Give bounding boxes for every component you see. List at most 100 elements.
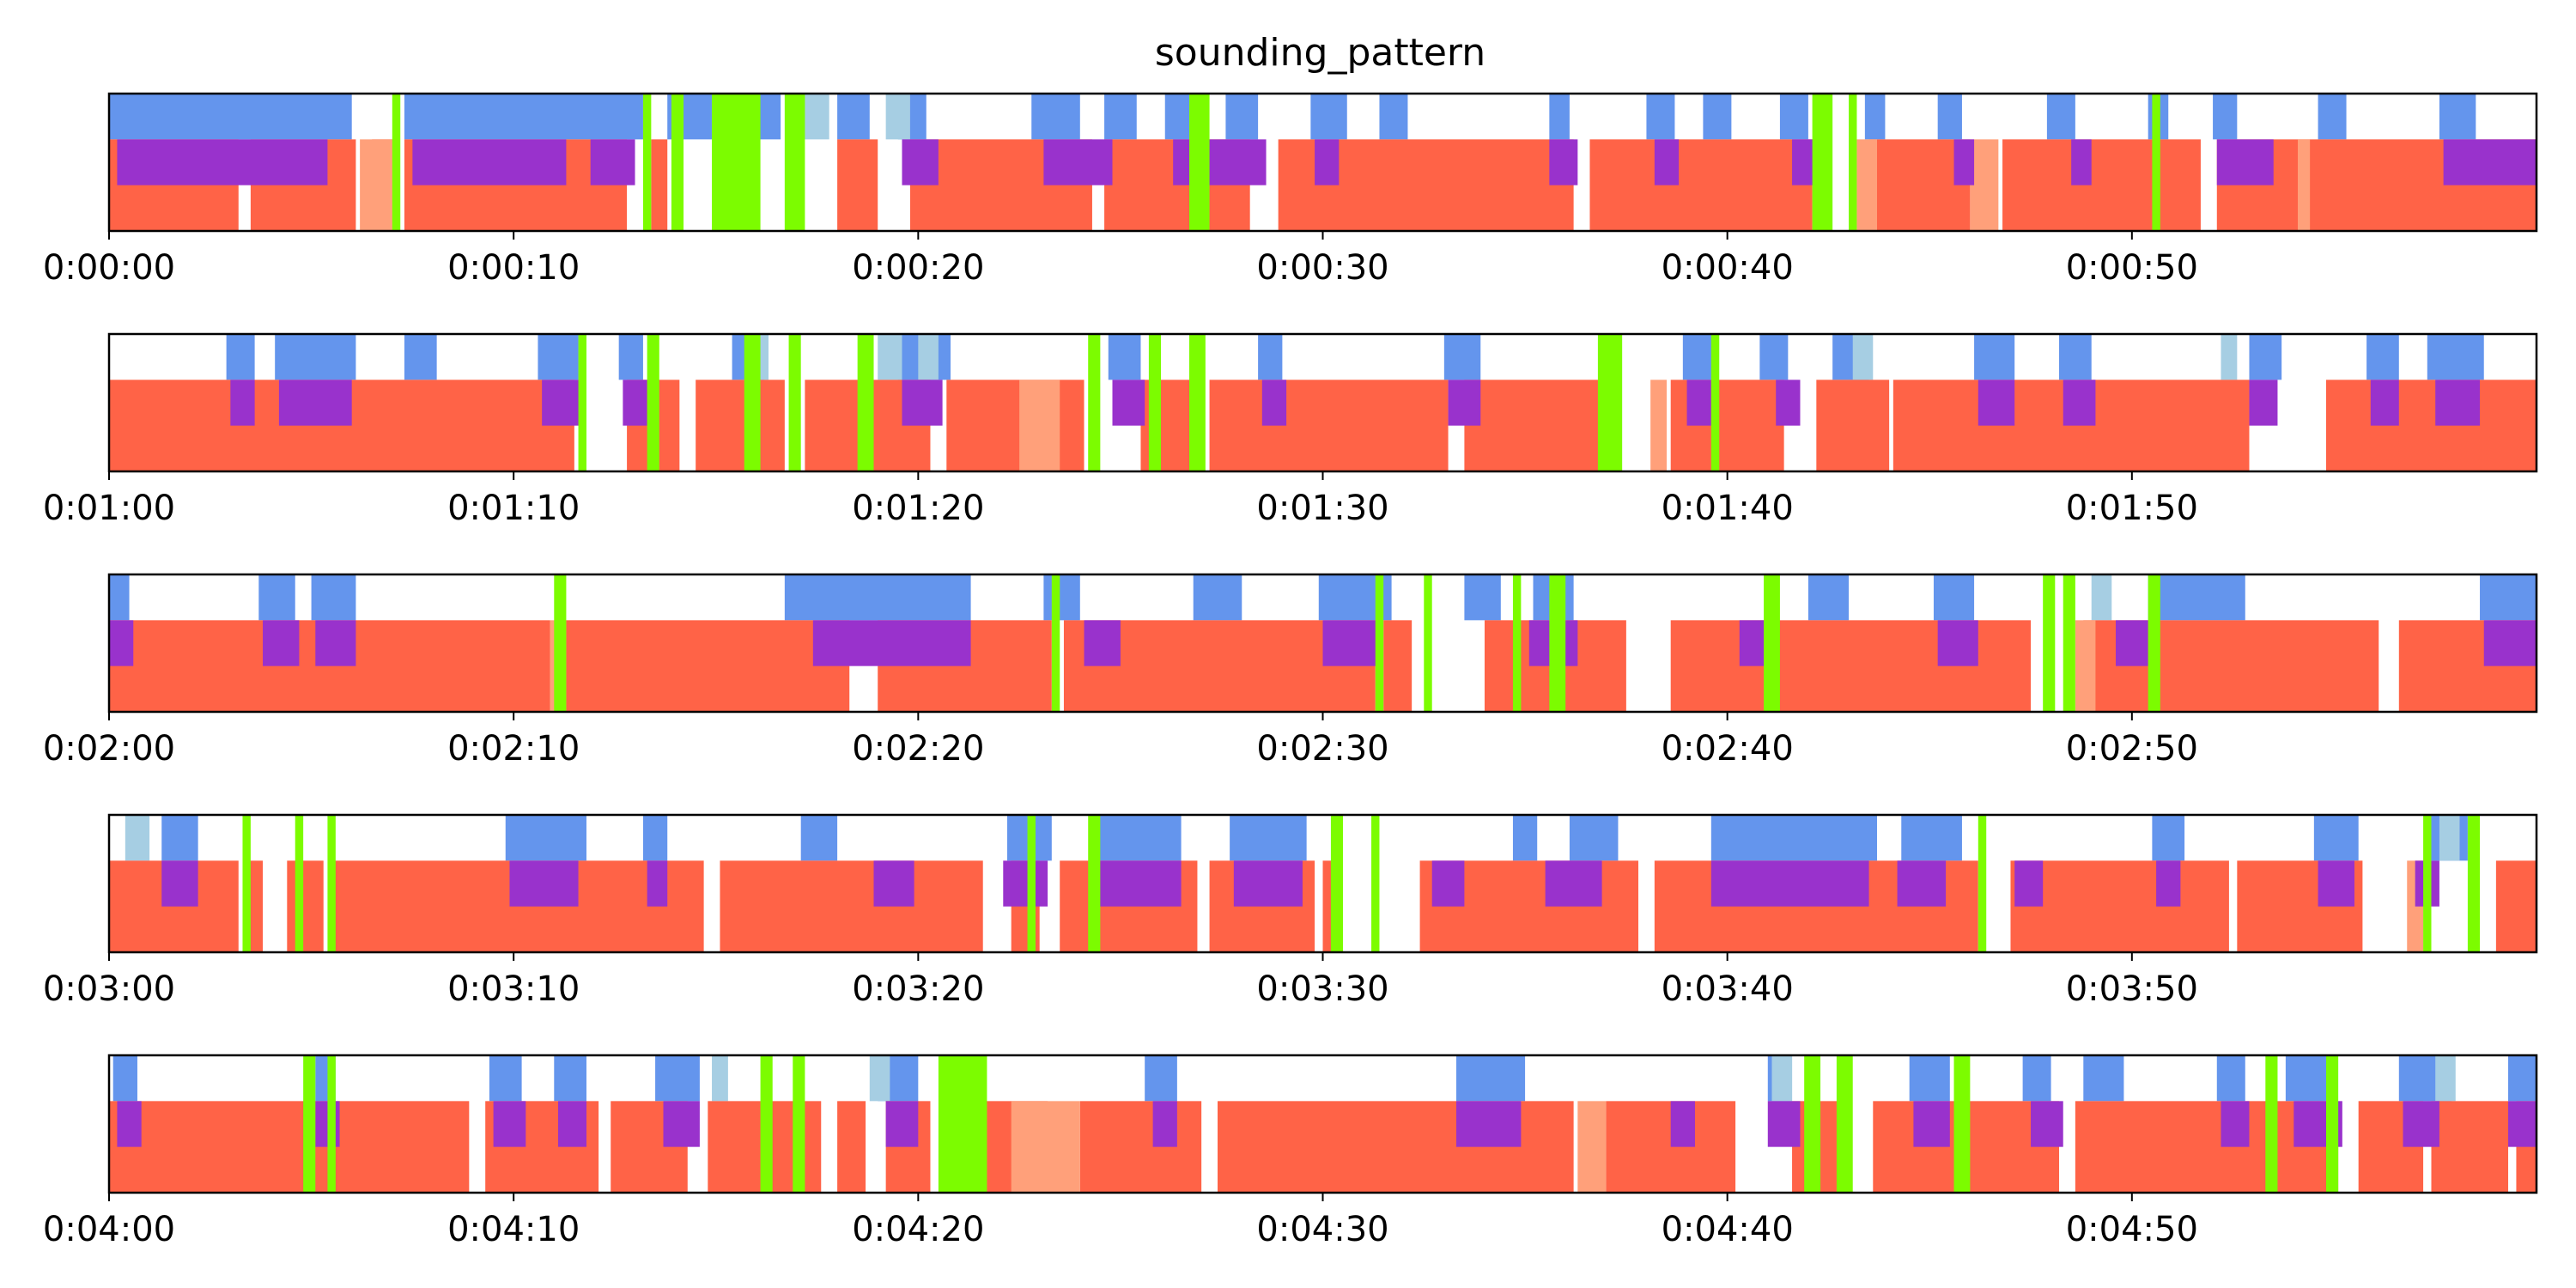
overlap-segment bbox=[315, 620, 356, 666]
overlap-segment bbox=[1448, 380, 1481, 426]
light-red-segment bbox=[1970, 139, 1999, 231]
red-segment bbox=[287, 860, 324, 952]
blue-segment bbox=[2213, 94, 2238, 140]
blue-segment bbox=[1443, 334, 1481, 380]
green-segment bbox=[1375, 574, 1384, 712]
overlap-segment bbox=[1549, 139, 1578, 185]
x-tick-label: 0:03:20 bbox=[852, 969, 984, 1009]
overlap-segment bbox=[1739, 620, 1768, 666]
blue-segment bbox=[784, 574, 971, 621]
blue-segment bbox=[1164, 94, 1190, 140]
blue-segment bbox=[2152, 815, 2185, 861]
blue-segment bbox=[1455, 1055, 1526, 1102]
overlap-segment bbox=[263, 620, 300, 666]
blue-segment bbox=[1759, 334, 1789, 380]
blue-segment bbox=[800, 815, 838, 861]
green-segment bbox=[1088, 815, 1101, 952]
blue-segment bbox=[112, 1055, 137, 1102]
blue-segment bbox=[1901, 815, 1962, 861]
timeline-row-4: 0:03:00 0:03:10 0:03:20 0:03:30 0:03:40 0:03:… bbox=[43, 813, 2538, 1009]
x-tick-label: 0:03:50 bbox=[2066, 969, 2198, 1009]
green-segment bbox=[327, 815, 336, 952]
blue-segment bbox=[2059, 334, 2092, 380]
green-segment bbox=[2152, 94, 2160, 231]
light-red-segment bbox=[1577, 1101, 1607, 1193]
light-blue-segment bbox=[878, 334, 902, 380]
green-segment bbox=[554, 574, 567, 712]
light-blue-segment bbox=[2091, 574, 2112, 621]
green-segment bbox=[1597, 334, 1623, 471]
overlap-segment bbox=[542, 380, 583, 426]
overlap-segment bbox=[590, 139, 635, 185]
green-segment bbox=[327, 1055, 336, 1193]
blue-segment bbox=[1310, 94, 1347, 140]
light-blue-segment bbox=[125, 815, 150, 861]
green-segment bbox=[1424, 574, 1432, 712]
red-segment bbox=[720, 860, 983, 952]
overlap-segment bbox=[1767, 1101, 1801, 1147]
x-tick-label: 0:00:00 bbox=[43, 248, 175, 288]
overlap-segment bbox=[2014, 860, 2044, 907]
red-segment bbox=[109, 1101, 470, 1193]
overlap-segment bbox=[1003, 860, 1048, 907]
overlap-segment bbox=[557, 1101, 586, 1147]
x-tick-label: 0:03:10 bbox=[447, 969, 580, 1009]
blue-segment bbox=[404, 334, 437, 380]
overlap-segment bbox=[1084, 620, 1121, 666]
overlap-segment bbox=[2403, 1101, 2439, 1147]
green-segment bbox=[295, 815, 304, 952]
blue-segment bbox=[1225, 94, 1259, 140]
overlap-segment bbox=[1112, 380, 1145, 426]
timeline-row-3: 0:02:00 0:02:10 0:02:20 0:02:30 0:02:40 0:02:… bbox=[43, 573, 2538, 769]
red-segment bbox=[1868, 139, 1971, 231]
green-segment bbox=[712, 94, 761, 231]
light-red-segment bbox=[1856, 139, 1877, 231]
overlap-segment bbox=[1261, 380, 1287, 426]
red-segment bbox=[946, 380, 1084, 471]
green-segment bbox=[2043, 574, 2056, 712]
overlap-segment bbox=[1670, 1101, 1695, 1147]
blue-segment bbox=[1145, 1055, 1177, 1102]
blue-segment bbox=[837, 94, 870, 140]
x-tick-label: 0:04:50 bbox=[2066, 1210, 2198, 1249]
red-segment bbox=[2325, 380, 2537, 471]
blue-segment bbox=[1864, 94, 1886, 140]
overlap-segment bbox=[1710, 860, 1869, 907]
overlap-segment bbox=[1431, 860, 1465, 907]
green-segment bbox=[793, 1055, 805, 1193]
green-segment bbox=[647, 334, 659, 471]
blue-segment bbox=[2022, 1055, 2051, 1102]
blue-segment bbox=[161, 815, 198, 861]
green-segment bbox=[857, 334, 874, 471]
blue-segment bbox=[1937, 94, 1962, 140]
blue-segment bbox=[1108, 334, 1141, 380]
green-segment bbox=[2467, 815, 2481, 952]
red-segment bbox=[837, 1101, 866, 1193]
x-tick-label: 0:03:30 bbox=[1256, 969, 1388, 1009]
blue-segment bbox=[2313, 815, 2359, 861]
green-segment bbox=[392, 94, 401, 231]
blue-segment bbox=[1779, 94, 1808, 140]
green-segment bbox=[1812, 94, 1833, 231]
green-segment bbox=[1027, 815, 1036, 952]
overlap-segment bbox=[647, 860, 668, 907]
overlap-segment bbox=[1978, 380, 2015, 426]
overlap-segment bbox=[1322, 620, 1380, 666]
light-blue-segment bbox=[2221, 334, 2238, 380]
x-tick-label: 0:01:40 bbox=[1662, 489, 1794, 528]
blue-segment bbox=[1933, 574, 1975, 621]
x-tick-label: 0:02:10 bbox=[447, 729, 580, 769]
light-blue-segment bbox=[885, 94, 910, 140]
red-segment bbox=[2431, 1101, 2509, 1193]
blue-segment bbox=[642, 815, 668, 861]
light-red-segment bbox=[1650, 380, 1667, 471]
green-segment bbox=[1849, 94, 1857, 231]
blue-segment bbox=[1043, 574, 1080, 621]
green-segment bbox=[760, 1055, 773, 1193]
overlap-segment bbox=[2318, 860, 2354, 907]
green-segment bbox=[1371, 815, 1380, 952]
green-segment bbox=[1330, 815, 1344, 952]
x-tick-label: 0:02:40 bbox=[1662, 729, 1794, 769]
timeline-row-1: 0:00:00 0:00:10 0:00:20 0:00:30 0:00:40 0:00:… bbox=[43, 92, 2538, 288]
